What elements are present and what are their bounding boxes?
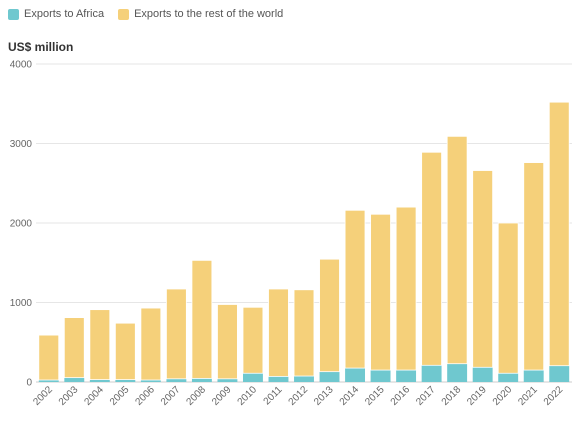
bar-rest-of-world-2012[interactable] (293, 289, 315, 377)
x-tick-label-2018: 2018 (440, 384, 464, 408)
bar-rest-of-world-2017[interactable] (421, 151, 442, 366)
bar-africa-2013[interactable] (319, 371, 340, 382)
x-tick-label-2007: 2007 (159, 384, 183, 408)
x-tick-label-2022: 2022 (542, 384, 566, 408)
bar-africa-2002[interactable] (38, 380, 59, 382)
x-tick-label-2019: 2019 (465, 384, 489, 408)
legend-label-africa: Exports to Africa (24, 8, 105, 20)
bar-africa-2022[interactable] (549, 365, 570, 382)
bar-africa-2015[interactable] (370, 370, 391, 382)
y-tick-label-4000: 4000 (10, 60, 33, 71)
x-tick-label-2016: 2016 (389, 384, 413, 408)
legend-item-africa[interactable]: Exports to Africa (8, 8, 104, 20)
bar-rest-of-world-2022[interactable] (548, 101, 570, 367)
bar-rest-of-world-2018[interactable] (446, 135, 468, 365)
x-tick-label-2006: 2006 (133, 384, 157, 408)
bar-rest-of-world-2013[interactable] (319, 258, 340, 373)
bar-africa-2012[interactable] (294, 376, 314, 382)
x-tick-label-2017: 2017 (414, 384, 438, 408)
bar-africa-2016[interactable] (396, 370, 417, 382)
x-tick-label-2020: 2020 (491, 384, 515, 408)
x-tick-label-2014: 2014 (338, 384, 362, 408)
chart-legend: Exports to Africa Exports to the rest of… (8, 8, 297, 20)
bar-africa-2007[interactable] (166, 378, 187, 382)
bar-rest-of-world-2004[interactable] (89, 309, 111, 381)
bar-rest-of-world-2019[interactable] (472, 170, 494, 368)
bar-africa-2017[interactable] (421, 365, 442, 382)
bar-rest-of-world-2016[interactable] (395, 206, 417, 371)
bar-africa-2006[interactable] (140, 380, 161, 382)
bar-africa-2018[interactable] (447, 363, 468, 382)
legend-label-rest-of-world: Exports to the rest of the world (134, 8, 284, 20)
bar-rest-of-world-2005[interactable] (114, 322, 136, 381)
bar-rest-of-world-2021[interactable] (523, 162, 545, 371)
bar-rest-of-world-2009[interactable] (217, 304, 238, 380)
x-tick-label-2003: 2003 (57, 384, 81, 408)
legend-swatch-rest-of-world (118, 8, 130, 20)
x-tick-label-2021: 2021 (516, 384, 540, 408)
bar-rest-of-world-2007[interactable] (166, 288, 187, 380)
bar-africa-2011[interactable] (268, 376, 289, 382)
bar-africa-2021[interactable] (523, 370, 544, 382)
bar-rest-of-world-2020[interactable] (497, 222, 519, 374)
y-tick-label-2000: 2000 (10, 219, 33, 230)
x-tick-label-2012: 2012 (287, 384, 311, 408)
x-tick-label-2008: 2008 (185, 384, 209, 408)
x-tick-label-2011: 2011 (262, 384, 285, 407)
bar-africa-2010[interactable] (242, 373, 263, 382)
bar-rest-of-world-2006[interactable] (140, 307, 162, 381)
bar-rest-of-world-2008[interactable] (191, 259, 213, 379)
x-tick-label-2010: 2010 (236, 384, 260, 408)
x-tick-label-2002: 2002 (31, 384, 55, 408)
bar-rest-of-world-2010[interactable] (242, 306, 264, 374)
bar-africa-2019[interactable] (472, 367, 493, 382)
y-tick-label-3000: 3000 (10, 139, 33, 150)
bar-africa-2020[interactable] (498, 373, 519, 382)
bar-africa-2009[interactable] (217, 378, 238, 382)
x-tick-label-2005: 2005 (108, 384, 132, 408)
y-axis-unit-label: US$ million (8, 40, 74, 54)
bar-africa-2014[interactable] (345, 368, 366, 382)
bar-africa-2003[interactable] (64, 377, 85, 382)
bar-rest-of-world-2003[interactable] (63, 317, 85, 379)
y-tick-label-0: 0 (26, 378, 32, 389)
legend-item-rest-of-world[interactable]: Exports to the rest of the world (118, 8, 283, 20)
bar-africa-2008[interactable] (191, 378, 212, 382)
bar-africa-2004[interactable] (89, 379, 110, 382)
legend-swatch-africa (8, 8, 19, 20)
x-tick-label-2004: 2004 (82, 384, 106, 408)
x-tick-label-2013: 2013 (312, 384, 336, 408)
x-tick-label-2009: 2009 (210, 384, 234, 408)
bar-rest-of-world-2011[interactable] (268, 288, 289, 377)
bar-rest-of-world-2014[interactable] (344, 209, 366, 369)
x-tick-label-2015: 2015 (363, 384, 387, 408)
y-tick-label-1000: 1000 (10, 298, 33, 309)
bar-africa-2005[interactable] (115, 379, 136, 382)
bar-rest-of-world-2002[interactable] (38, 334, 60, 381)
bar-rest-of-world-2015[interactable] (370, 213, 391, 371)
